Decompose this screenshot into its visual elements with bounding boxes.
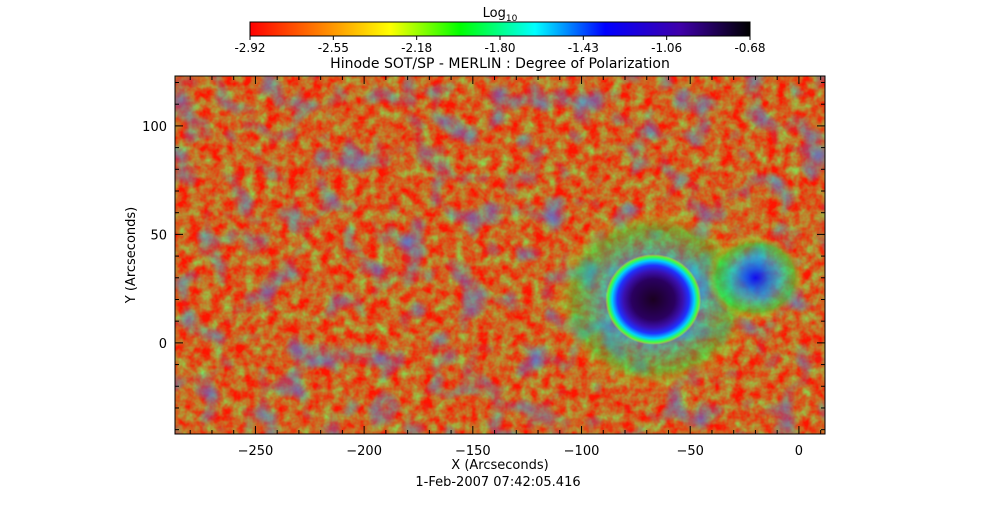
colorbar-label: Log10: [483, 6, 518, 24]
colorbar-tick-label: -1.06: [651, 41, 682, 55]
x-axis: −250 −200 −150 −100 −50 0: [189, 76, 822, 459]
y-tick-label: 50: [150, 228, 167, 243]
x-tick-label: 0: [795, 444, 803, 459]
colorbar: [249, 21, 751, 37]
x-tick-label: −100: [564, 444, 600, 459]
x-tick-label: −200: [346, 444, 382, 459]
timestamp-footer: 1-Feb-2007 07:42:05.416: [415, 475, 580, 490]
colorbar-tick-label: -1.80: [484, 41, 515, 55]
x-tick-label: −50: [676, 444, 703, 459]
colorbar-ticks: -2.92 -2.55 -2.18 -1.80 -1.43 -1.06 -0.68: [234, 36, 766, 55]
colorbar-tick-label: -2.55: [318, 41, 349, 55]
colorbar-tick-label: -2.92: [234, 41, 265, 55]
x-axis-label: X (Arcseconds): [451, 458, 548, 473]
heatmap-image: [175, 76, 825, 434]
chart-title: Hinode SOT/SP - MERLIN : Degree of Polar…: [330, 56, 670, 72]
y-axis: 0 50 100: [142, 82, 825, 431]
y-tick-label: 0: [159, 337, 167, 352]
plage-east: [706, 235, 805, 321]
y-axis-label: Y (Arcseconds): [124, 207, 139, 304]
colorbar-tick-label: -0.68: [734, 41, 765, 55]
x-tick-label: −150: [455, 444, 491, 459]
colorbar-tick-label: -2.18: [401, 41, 432, 55]
colorbar-tick-label: -1.43: [568, 41, 599, 55]
sunspot-penumbra: [605, 254, 702, 345]
x-tick-label: −250: [238, 444, 274, 459]
heatmap-features: [552, 208, 805, 391]
plot-frame: [174, 75, 826, 435]
y-tick-label: 100: [142, 120, 167, 135]
